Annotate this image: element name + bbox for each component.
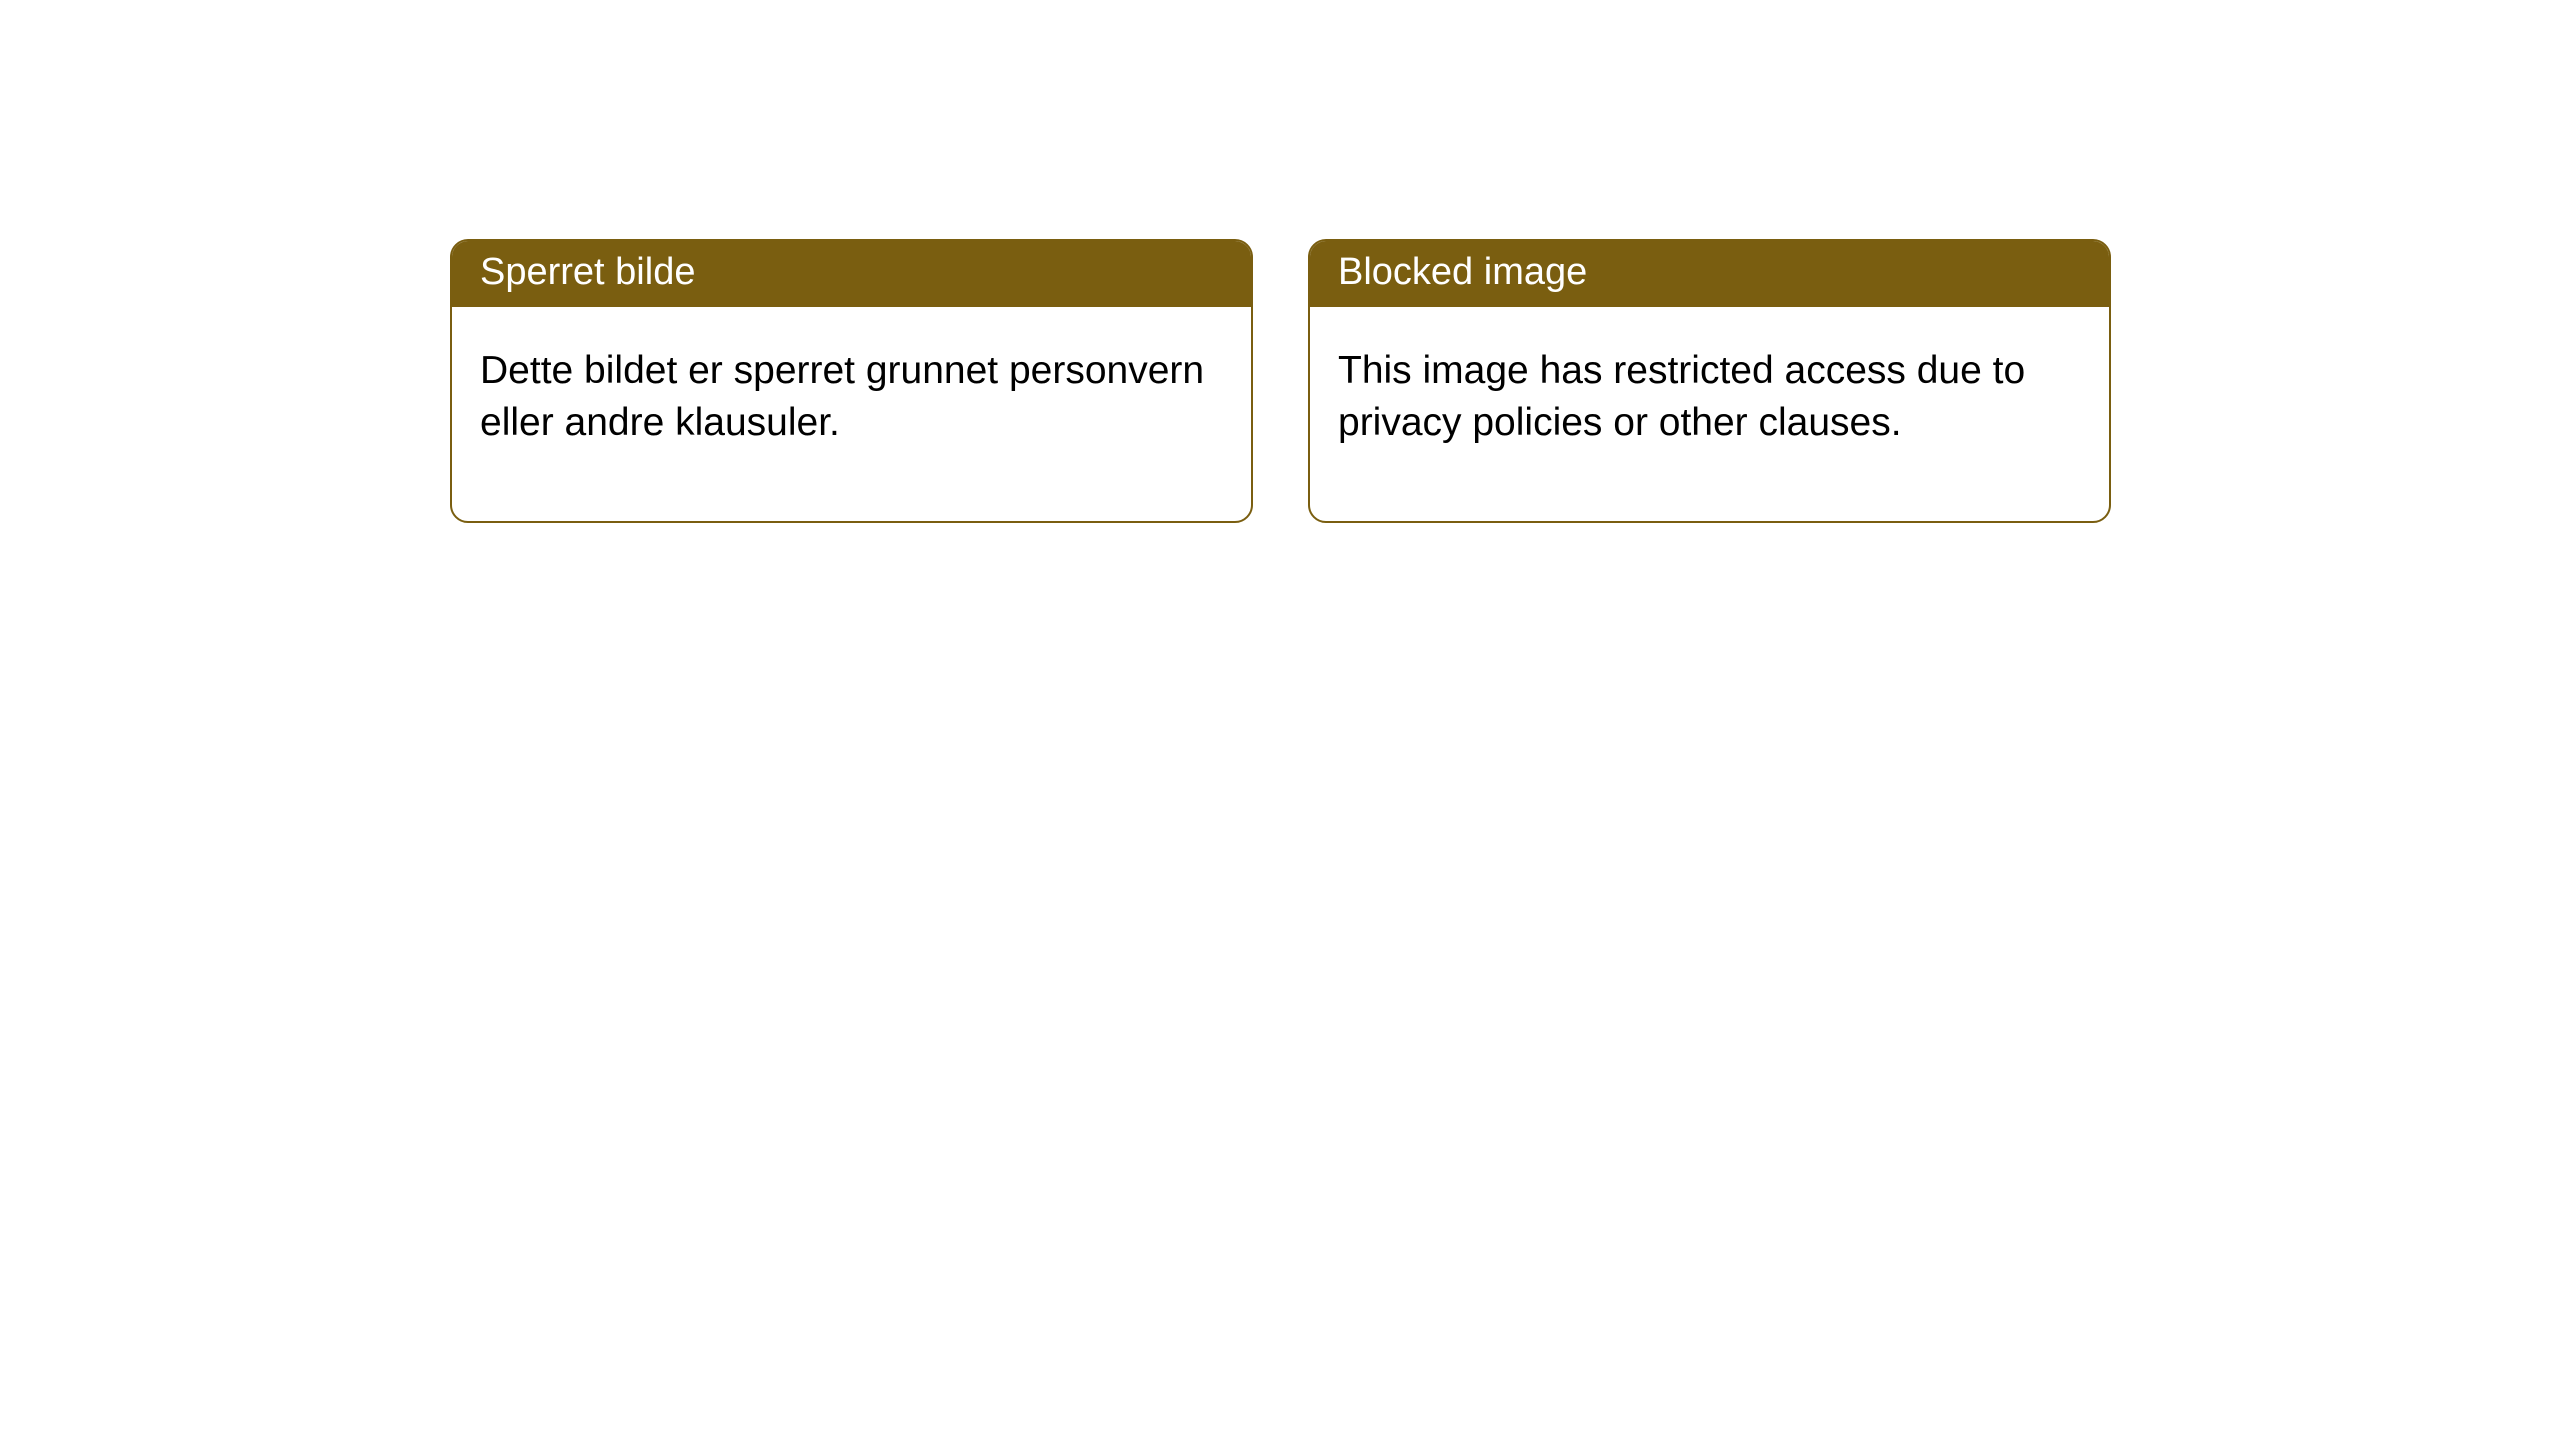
card-english: Blocked image This image has restricted …: [1308, 239, 2111, 523]
card-body: Dette bildet er sperret grunnet personve…: [452, 307, 1251, 522]
card-header: Blocked image: [1310, 241, 2109, 307]
card-norwegian: Sperret bilde Dette bildet er sperret gr…: [450, 239, 1253, 523]
card-header-text: Sperret bilde: [480, 251, 695, 293]
card-header-text: Blocked image: [1338, 251, 1587, 293]
card-body: This image has restricted access due to …: [1310, 307, 2109, 522]
card-body-text: This image has restricted access due to …: [1338, 349, 2025, 444]
card-body-text: Dette bildet er sperret grunnet personve…: [480, 349, 1204, 444]
cards-container: Sperret bilde Dette bildet er sperret gr…: [0, 0, 2560, 523]
card-header: Sperret bilde: [452, 241, 1251, 307]
